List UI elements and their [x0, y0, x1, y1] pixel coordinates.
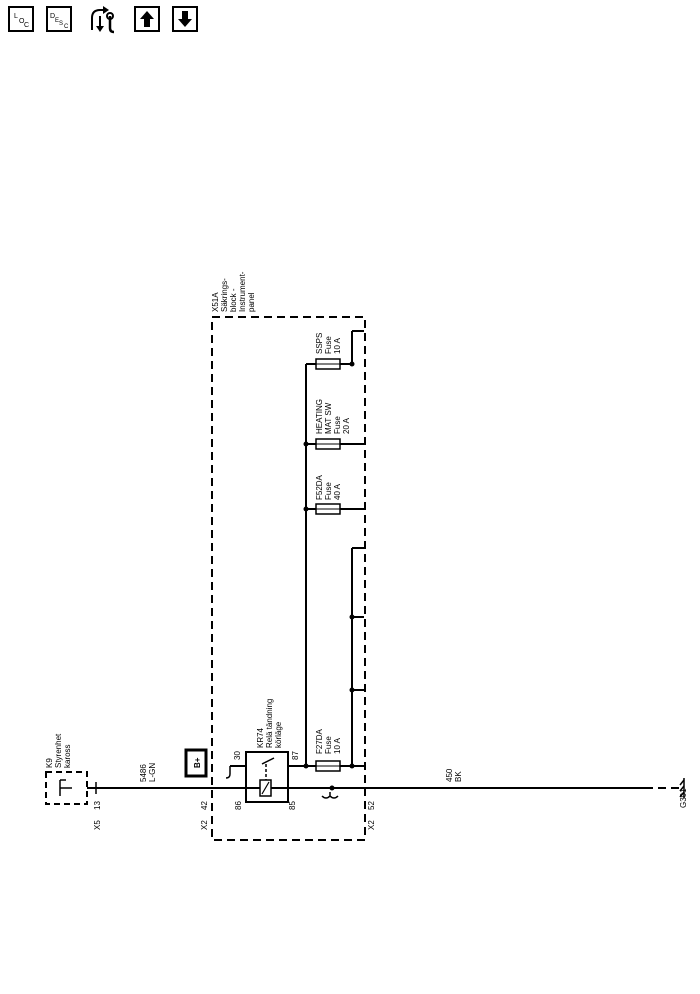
pin-label-relay-86: 86: [234, 801, 243, 810]
pin-label-x2-52-line: 52: [367, 801, 376, 810]
splice-dot: [303, 506, 309, 512]
junction-block-label-line: X51A: [211, 292, 220, 312]
connector-x2-right-label: X2: [367, 820, 376, 830]
description-button[interactable]: D E S C: [46, 6, 72, 32]
toolbar: L O C D E S C: [0, 0, 220, 44]
fuse-label-ssps-line: SSPS: [315, 333, 324, 354]
ground-label: G301: [679, 788, 688, 808]
battery-source-box: [184, 748, 208, 778]
fuse-label-f27da-line: 10 A: [333, 737, 342, 754]
description-letter-c: C: [64, 24, 69, 30]
relay-label-line: KR74: [256, 727, 265, 748]
wire-label-450-line: BK: [454, 771, 463, 782]
fuse-heating: [306, 438, 364, 450]
page-down-button[interactable]: [172, 6, 198, 32]
ground-symbol: [679, 778, 685, 798]
connector-x5-label: X5: [93, 820, 102, 830]
arrow-down-icon: [178, 11, 192, 27]
pin-label-x5-13-line: 13: [93, 801, 102, 810]
arrow-up-icon: [140, 11, 154, 27]
pin-label-relay-87-line: 87: [291, 751, 300, 760]
control-unit-label: K9 Styrenhet kaross: [45, 733, 72, 768]
fuse-label-heating-line: HEATING: [315, 399, 324, 434]
description-letter-d: D: [50, 13, 55, 20]
splice-dot: [303, 441, 309, 447]
pin30-connector-symbol: [225, 766, 231, 779]
control-unit-label-line: K9: [45, 758, 54, 768]
splice-dot: [349, 614, 355, 620]
splice-dot: [349, 687, 355, 693]
relay-label: KR74 Relä tändning körläge: [256, 699, 283, 748]
pin-label-x5-13: 13: [93, 801, 102, 810]
fuse-label-f52da: F52DA Fuse 40 A: [315, 474, 342, 500]
location-letter-l: L: [14, 13, 18, 20]
description-letter-e: E: [55, 18, 59, 24]
fuse-label-heating: HEATING MAT SW Fuse 20 A: [315, 399, 351, 434]
fuse-label-f52da-line: F52DA: [315, 474, 324, 500]
ground-label-line: G301: [679, 788, 688, 808]
fuse-label-heating-line: Fuse: [333, 416, 342, 434]
location-button[interactable]: L O C: [8, 6, 34, 32]
location-letter-o: O: [19, 18, 25, 25]
connector-x2-left-label: X2: [200, 820, 209, 830]
junction-block-label-line: Säkrings-: [220, 278, 229, 312]
pin-label-x2-42: 42: [200, 801, 209, 810]
fuse-label-f27da: F27DA Fuse 10 A: [315, 728, 342, 754]
battery-source-label-line: B+: [193, 757, 202, 768]
fuse-f52da: [306, 503, 364, 515]
junction-block-label-line: panel: [247, 292, 256, 312]
splice-dot: [349, 763, 355, 769]
pin-label-relay-87: 87: [291, 751, 300, 760]
location-letter-c: C: [24, 22, 29, 29]
fuse-label-heating-line: MAT SW: [324, 402, 333, 434]
pin-label-x2-52: 52: [367, 801, 376, 810]
page-up-button[interactable]: [134, 6, 160, 32]
pin-label-relay-85-line: 85: [288, 801, 297, 810]
fuse-label-ssps-line: 10 A: [333, 337, 342, 354]
control-unit-label-line: Styrenhet: [54, 733, 63, 768]
fuse-label-f27da-line: Fuse: [324, 736, 333, 754]
fuse-f27da: [315, 760, 364, 772]
fuse-label-ssps: SSPS Fuse 10 A: [315, 333, 342, 354]
fuse-label-f52da-line: Fuse: [324, 482, 333, 500]
wire-label-450-line: 450: [445, 768, 454, 782]
fuse-label-heating-line: 20 A: [342, 417, 351, 434]
wire-label-450: 450 BK: [445, 768, 463, 782]
control-unit-label-line: kaross: [63, 744, 72, 768]
junction-block-label-line: block -: [229, 288, 238, 312]
fuse-label-f52da-line: 40 A: [333, 483, 342, 500]
fuse-label-ssps-line: Fuse: [324, 336, 333, 354]
junction-block-label-line: Instrument-: [238, 271, 247, 312]
description-icon: D E S C: [50, 13, 69, 30]
pin-label-x2-42-line: 42: [200, 801, 209, 810]
relay-label-line: Relä tändning: [265, 699, 274, 748]
connector-x2-left-label-line: X2: [200, 820, 209, 830]
pin-label-relay-30: 30: [233, 751, 242, 760]
junction-block-label: X51A Säkrings-block - Instrument-panel: [211, 271, 256, 312]
wire-label-5486-line: L-GN: [148, 763, 157, 782]
wire-label-5486-line: 5486: [139, 764, 148, 782]
relay-label-line: körläge: [274, 721, 283, 748]
control-unit-switch-symbol: [59, 779, 72, 796]
splice-dot: [349, 361, 355, 367]
fuse-label-f27da-line: F27DA: [315, 728, 324, 754]
pin-label-relay-85: 85: [288, 801, 297, 810]
wire-label-5486: 5486 L-GN: [139, 763, 157, 782]
repair-flow-button[interactable]: [86, 4, 120, 36]
wrench-cycle-icon: [91, 6, 115, 34]
battery-source-label: B+: [193, 757, 202, 768]
description-letter-s: S: [59, 21, 63, 27]
wire-crossover-symbol: [321, 792, 339, 799]
splice-dot: [303, 763, 309, 769]
control-unit-outline: [45, 771, 88, 805]
relay-contact-symbol: [261, 757, 275, 780]
splice-dot: [329, 785, 335, 791]
pin-label-relay-30-line: 30: [233, 751, 242, 760]
location-icon: L O C: [14, 13, 29, 29]
connector-x5-label-line: X5: [93, 820, 102, 830]
pin-label-relay-86-line: 86: [234, 801, 243, 810]
relay-box: [245, 751, 289, 803]
connector-x2-right-label-line: X2: [367, 820, 376, 830]
